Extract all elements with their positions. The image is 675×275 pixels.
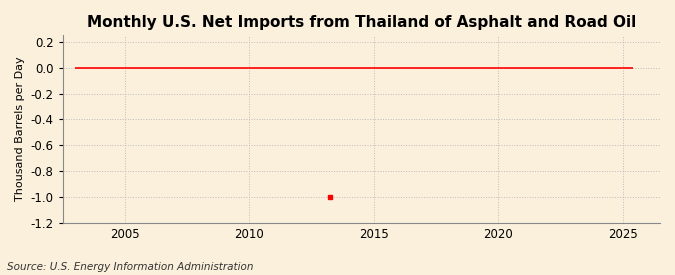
Title: Monthly U.S. Net Imports from Thailand of Asphalt and Road Oil: Monthly U.S. Net Imports from Thailand o… — [86, 15, 636, 30]
Text: Source: U.S. Energy Information Administration: Source: U.S. Energy Information Administ… — [7, 262, 253, 272]
Y-axis label: Thousand Barrels per Day: Thousand Barrels per Day — [15, 57, 25, 201]
